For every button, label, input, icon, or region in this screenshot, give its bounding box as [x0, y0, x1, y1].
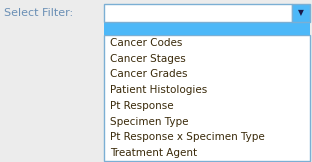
Text: ▼: ▼: [298, 8, 304, 17]
Text: Treatment Agent: Treatment Agent: [110, 148, 197, 158]
Text: Pt Response: Pt Response: [110, 101, 173, 111]
Text: Select Filter:: Select Filter:: [4, 8, 73, 18]
Text: Cancer Codes: Cancer Codes: [110, 38, 183, 48]
Text: Pt Response x Specimen Type: Pt Response x Specimen Type: [110, 132, 265, 142]
Text: Cancer Stages: Cancer Stages: [110, 54, 186, 64]
Bar: [104, 22, 310, 35]
Text: Patient Histologies: Patient Histologies: [110, 85, 207, 95]
Bar: [104, 4, 292, 22]
Bar: [104, 35, 310, 161]
Text: Specimen Type: Specimen Type: [110, 117, 188, 127]
Bar: [292, 4, 310, 22]
Text: Cancer Grades: Cancer Grades: [110, 69, 188, 79]
